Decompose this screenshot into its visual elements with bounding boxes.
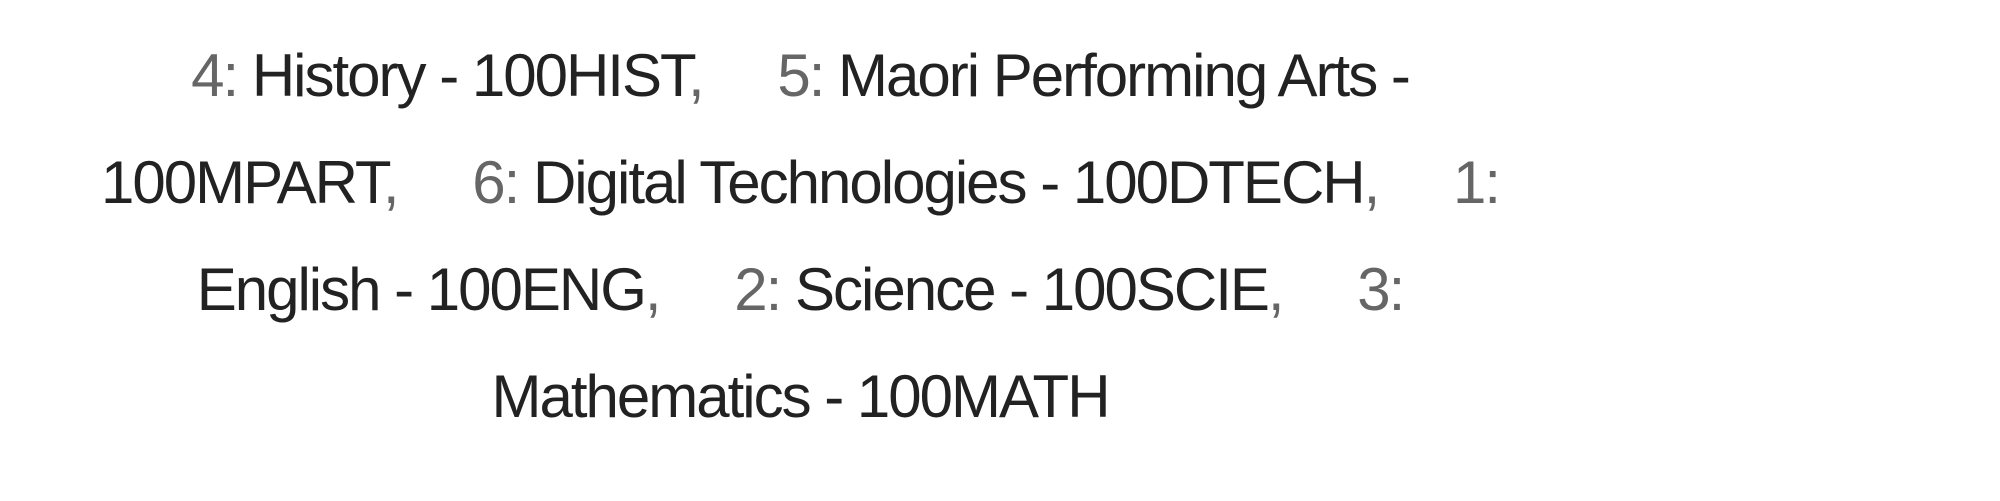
subject-label: English - 100ENG	[196, 256, 647, 323]
subject-label: Science - 100SCIE	[794, 256, 1270, 323]
subject-number: 6	[472, 149, 505, 216]
subject-label: Maori Performing Arts - 100MPART	[100, 42, 1411, 216]
colon: :	[808, 42, 839, 109]
colon: :	[1484, 149, 1501, 216]
colon: :	[222, 42, 252, 109]
subject-list: 4: History - 100HIST, 5: Maori Performin…	[40, 22, 1560, 450]
colon: :	[503, 149, 533, 216]
subject-number: 4	[191, 42, 224, 109]
subject-item: 3: Mathematics - 100MATH	[491, 256, 1406, 430]
subject-item: 6: Digital Technologies - 100DTECH	[472, 149, 1366, 216]
separator-comma: ,	[644, 256, 662, 323]
subject-label: History - 100HIST	[251, 42, 690, 109]
separator-comma: ,	[1363, 149, 1381, 216]
subject-item: 2: Science - 100SCIE	[734, 256, 1270, 323]
subject-item: 5: Maori Performing Arts - 100MPART	[100, 42, 1411, 216]
colon: :	[1388, 256, 1406, 323]
subject-number: 5	[777, 42, 810, 109]
separator-comma: ,	[382, 149, 400, 216]
subject-number: 2	[734, 256, 767, 323]
colon: :	[765, 256, 795, 323]
separator-comma: ,	[1267, 256, 1285, 323]
subject-item: 4: History - 100HIST	[191, 42, 690, 109]
separator-comma: ,	[687, 42, 705, 109]
subject-label: Digital Technologies - 100DTECH	[532, 149, 1366, 216]
subject-label: Mathematics - 100MATH	[491, 363, 1110, 430]
subject-number: 3	[1357, 256, 1390, 323]
subject-number: 1	[1452, 149, 1486, 216]
subject-item: 1: English - 100ENG	[196, 149, 1501, 323]
